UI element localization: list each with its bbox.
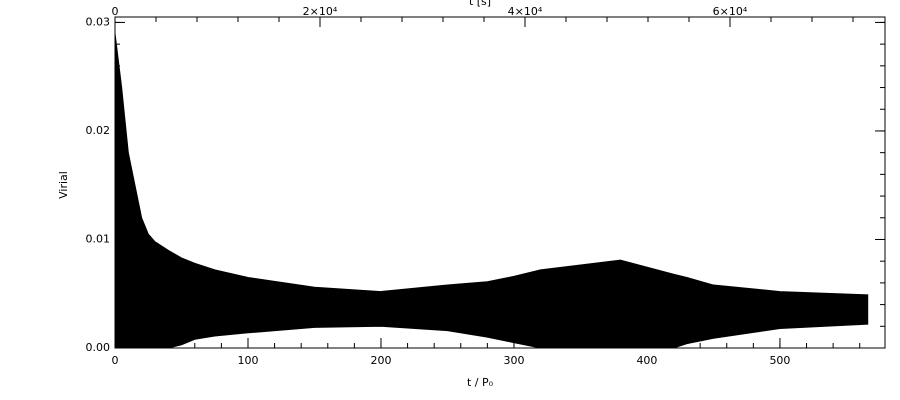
y-tick-label: 0.02 [86, 124, 111, 137]
x2-tick-label: 6×10⁴ [713, 5, 748, 18]
x2-tick-label: 2×10⁴ [303, 5, 338, 18]
x-tick-label: 400 [636, 354, 657, 367]
x-axis-label: t / P₀ [467, 376, 494, 389]
y-tick-label: 0.00 [86, 341, 111, 354]
top-axis-label: t [s] [469, 0, 491, 8]
x2-tick-label: 0 [112, 5, 119, 18]
y-tick-label: 0.03 [86, 15, 111, 28]
x-tick-label: 500 [769, 354, 790, 367]
x-tick-label: 100 [237, 354, 258, 367]
x-tick-label: 0 [112, 354, 119, 367]
x-tick-label: 300 [503, 354, 524, 367]
x-tick-label: 200 [370, 354, 391, 367]
plot-frame [114, 16, 886, 349]
y-tick-label: 0.01 [86, 232, 111, 245]
envelope [114, 33, 869, 349]
x2-tick-label: 4×10⁴ [508, 5, 543, 18]
y-axis-label: Virial [57, 171, 70, 199]
